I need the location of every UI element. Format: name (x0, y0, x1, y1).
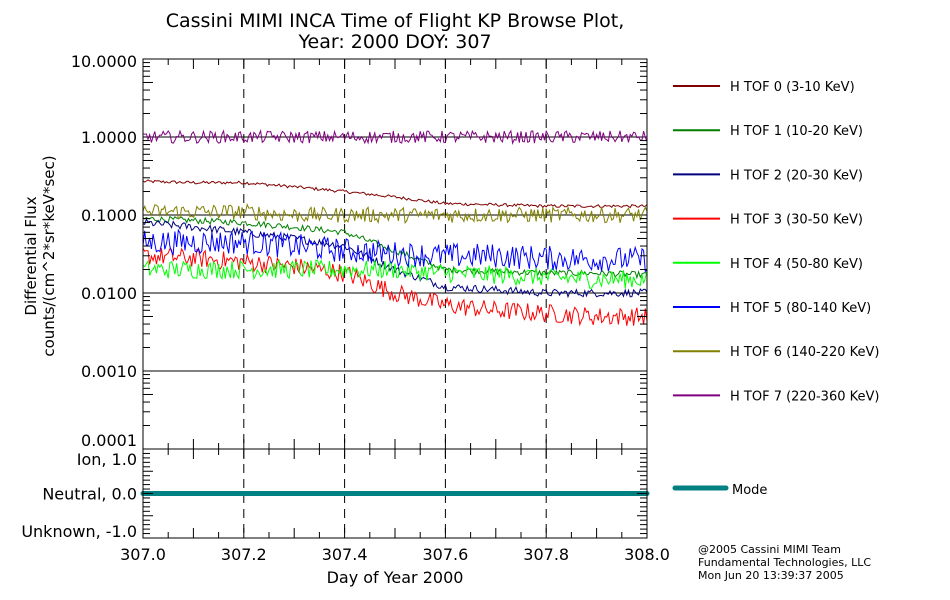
x-tick-label: 307.0 (120, 545, 166, 564)
x-tick-label: 307.8 (523, 545, 569, 564)
footer-company: Fundamental Technologies, LLC (698, 556, 871, 569)
chart-title: Cassini MIMI INCA Time of Flight KP Brow… (166, 10, 625, 32)
mode-tick-label: Neutral, 0.0 (42, 485, 137, 504)
series-line-h-tof-6 (142, 203, 648, 225)
legend-label-h-tof-7: H TOF 7 (220-360 KeV) (730, 389, 879, 404)
y-tick-label: 10.0000 (71, 52, 137, 71)
x-tick-label: 308.0 (624, 545, 670, 564)
legend-label-h-tof-3: H TOF 3 (30-50 KeV) (730, 213, 863, 228)
y-tick-label: 1.0000 (81, 128, 137, 147)
series-line-h-tof-0 (142, 179, 648, 209)
footer-credit: @2005 Cassini MIMI Team (698, 543, 841, 556)
mode-tick-label: Unknown, -1.0 (21, 522, 137, 541)
footer-timestamp: Mon Jun 20 13:39:37 2005 (698, 569, 844, 582)
x-tick-label: 307.4 (322, 545, 368, 564)
y-axis-label-1: Differential Flux (22, 196, 40, 315)
y-axis-label-2: counts/(cm^2*sr*keV*sec) (40, 155, 58, 356)
legend-label-h-tof-6: H TOF 6 (140-220 KeV) (730, 345, 879, 360)
series-line-h-tof-2 (142, 217, 648, 299)
series-line-h-tof-3 (142, 247, 648, 327)
y-tick-label: 0.0001 (81, 431, 137, 450)
legend-label-mode: Mode (732, 483, 767, 498)
y-tick-label: 0.0100 (81, 284, 137, 303)
legend-label-h-tof-5: H TOF 5 (80-140 KeV) (730, 301, 871, 316)
mode-tick-label: Ion, 1.0 (77, 450, 137, 469)
y-tick-label: 0.1000 (81, 206, 137, 225)
y-tick-label: 0.0010 (81, 362, 137, 381)
chart-subtitle: Year: 2000 DOY: 307 (297, 31, 491, 53)
series-line-h-tof-4 (142, 259, 648, 289)
x-tick-label: 307.2 (221, 545, 267, 564)
flux-panel-frame (142, 58, 648, 450)
series-line-h-tof-5 (142, 228, 648, 273)
legend-label-h-tof-4: H TOF 4 (50-80 KeV) (730, 257, 863, 272)
x-tick-label: 307.6 (422, 545, 468, 564)
series-line-h-tof-1 (142, 215, 648, 280)
x-axis-label: Day of Year 2000 (327, 568, 464, 587)
series-line-h-tof-7 (142, 128, 648, 145)
legend-label-h-tof-2: H TOF 2 (20-30 KeV) (730, 168, 863, 183)
legend-label-h-tof-1: H TOF 1 (10-20 KeV) (730, 124, 863, 139)
legend-label-h-tof-0: H TOF 0 (3-10 KeV) (730, 80, 855, 95)
